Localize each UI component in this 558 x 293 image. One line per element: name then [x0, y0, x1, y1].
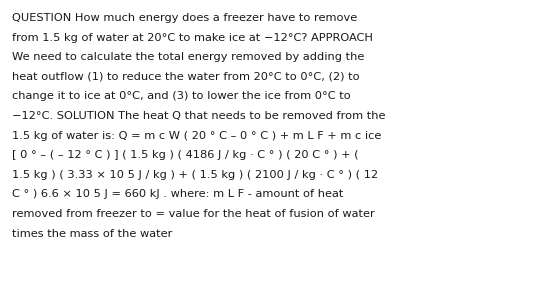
Text: from 1.5 kg of water at 20°C to make ice at −12°C? APPROACH: from 1.5 kg of water at 20°C to make ice…	[12, 33, 373, 42]
Text: −12°C. SOLUTION The heat Q that needs to be removed from the: −12°C. SOLUTION The heat Q that needs to…	[12, 111, 386, 121]
Text: change it to ice at 0°C, and (3) to lower the ice from 0°C to: change it to ice at 0°C, and (3) to lowe…	[12, 91, 351, 101]
Text: removed from freezer to = value for the heat of fusion of water: removed from freezer to = value for the …	[12, 209, 375, 219]
Text: times the mass of the water: times the mass of the water	[12, 229, 172, 239]
Text: [ 0 ° – ( – 12 ° C ) ] ( 1.5 kg ) ( 4186 J / kg · C ° ) ( 20 C ° ) + (: [ 0 ° – ( – 12 ° C ) ] ( 1.5 kg ) ( 4186…	[12, 150, 359, 160]
Text: C ° ) 6.6 × 10 5 J = 660 kJ . where: m L F - amount of heat: C ° ) 6.6 × 10 5 J = 660 kJ . where: m L…	[12, 189, 343, 200]
Text: We need to calculate the total energy removed by adding the: We need to calculate the total energy re…	[12, 52, 364, 62]
Text: QUESTION How much energy does a freezer have to remove: QUESTION How much energy does a freezer …	[12, 13, 357, 23]
Text: 1.5 kg ) ( 3.33 × 10 5 J / kg ) + ( 1.5 kg ) ( 2100 J / kg · C ° ) ( 12: 1.5 kg ) ( 3.33 × 10 5 J / kg ) + ( 1.5 …	[12, 170, 378, 180]
Text: 1.5 kg of water is: Q = m c W ( 20 ° C – 0 ° C ) + m L F + m c ice: 1.5 kg of water is: Q = m c W ( 20 ° C –…	[12, 131, 381, 141]
Text: heat outflow (1) to reduce the water from 20°C to 0°C, (2) to: heat outflow (1) to reduce the water fro…	[12, 72, 359, 82]
